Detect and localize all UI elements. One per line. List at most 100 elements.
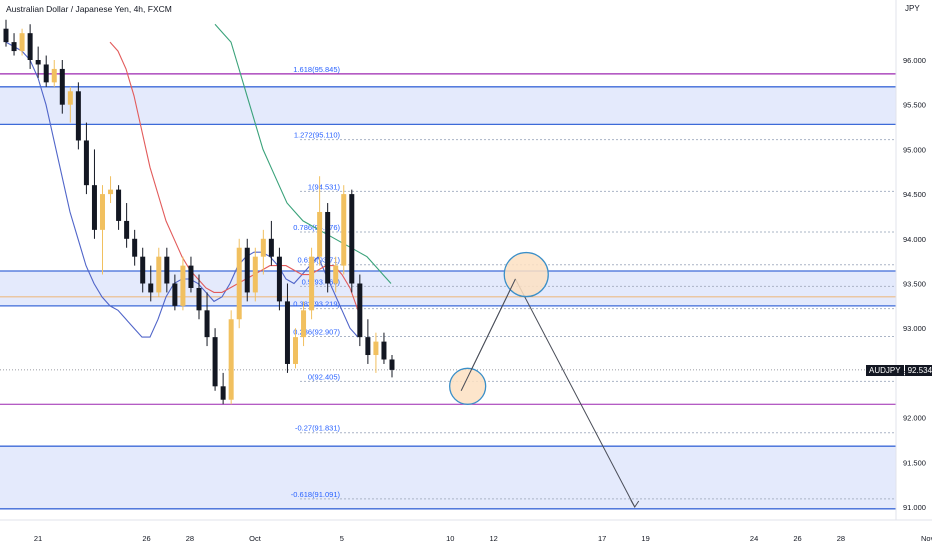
y-tick-1: 95.500 xyxy=(903,101,926,110)
candle-0 xyxy=(3,19,9,47)
candle-42 xyxy=(341,185,347,275)
candle-body xyxy=(11,42,17,52)
candle-body xyxy=(59,68,65,105)
x-tick-12: Nov xyxy=(921,534,932,543)
currency-label: JPY xyxy=(905,4,920,13)
candle-20 xyxy=(164,247,170,293)
target-circle-0 xyxy=(503,251,549,298)
candle-5 xyxy=(43,55,49,87)
candlesticks xyxy=(3,19,395,405)
candle-body xyxy=(140,256,146,284)
candle-body xyxy=(373,341,379,356)
ema-slow-line xyxy=(214,23,392,284)
x-tick-6: 12 xyxy=(490,534,498,543)
x-tick-7: 17 xyxy=(598,534,606,543)
candle-body xyxy=(389,359,395,370)
x-tick-8: 19 xyxy=(641,534,649,543)
candle-43 xyxy=(349,189,355,293)
candle-body xyxy=(83,140,89,186)
y-tick-5: 93.500 xyxy=(903,280,926,289)
candle-body xyxy=(212,337,218,387)
candle-15 xyxy=(124,203,130,248)
candle-body xyxy=(116,189,122,221)
fib-label-3: 0.786(94.076) xyxy=(293,223,340,232)
candle-22 xyxy=(180,256,186,311)
candle-17 xyxy=(140,247,146,293)
candle-body xyxy=(349,194,355,284)
fib-label-7: 0.236(92.907) xyxy=(293,328,340,337)
supply-demand-zones xyxy=(0,86,896,510)
candle-body xyxy=(172,283,178,306)
candle-6 xyxy=(51,60,57,87)
fib-label-0: 1.618(95.845) xyxy=(293,65,340,74)
fib-label-5: 0.5(93.468) xyxy=(302,277,341,286)
candle-18 xyxy=(148,265,154,302)
x-axis-ticks: 21 26 28 Oct 5 10 12 17 19 24 26 28 Nov xyxy=(34,534,932,543)
annotations xyxy=(449,251,640,508)
candle-body xyxy=(180,265,186,306)
candle-body xyxy=(357,283,363,338)
candle-34 xyxy=(276,247,282,311)
y-tick-4: 94.000 xyxy=(903,235,926,244)
candle-body xyxy=(196,287,202,311)
candle-32 xyxy=(260,229,266,275)
candle-48 xyxy=(389,355,395,378)
candle-body xyxy=(3,28,9,43)
candle-8 xyxy=(67,86,73,123)
candle-body xyxy=(220,386,226,400)
candle-25 xyxy=(204,292,210,347)
candle-body xyxy=(51,68,57,83)
candle-27 xyxy=(220,372,226,405)
candle-16 xyxy=(132,229,138,266)
candle-body xyxy=(325,211,331,284)
candle-body xyxy=(365,337,371,356)
candle-body xyxy=(148,283,154,293)
candle-39 xyxy=(317,176,323,266)
candle-2 xyxy=(19,28,25,56)
fibonacci-levels: 1.618(95.845) 1.272(95.110) 1(94.531) 0.786… xyxy=(0,65,896,500)
chart-title: Australian Dollar / Japanese Yen, 4h, FX… xyxy=(6,4,172,14)
candle-body xyxy=(293,337,298,364)
candle-7 xyxy=(59,60,65,114)
horizontal-levels xyxy=(0,296,896,405)
y-tick-10: 91.000 xyxy=(903,503,926,512)
candle-body xyxy=(19,33,25,52)
x-tick-3: Oct xyxy=(249,534,262,543)
y-tick-6: 93.000 xyxy=(903,324,926,333)
candle-body xyxy=(381,341,387,360)
candle-30 xyxy=(244,238,250,302)
candle-body xyxy=(43,64,49,83)
candle-body xyxy=(301,310,307,338)
candle-body xyxy=(91,185,97,230)
y-tick-2: 95.000 xyxy=(903,145,926,154)
fib-label-1: 1.272(95.110) xyxy=(294,131,341,140)
candle-body xyxy=(156,256,162,293)
candle-19 xyxy=(156,247,162,297)
zone-0 xyxy=(0,86,896,125)
candle-body xyxy=(341,194,347,266)
x-tick-10: 26 xyxy=(793,534,801,543)
candle-36 xyxy=(293,328,298,369)
candle-28 xyxy=(228,310,234,405)
candle-body xyxy=(164,256,170,284)
candle-14 xyxy=(116,185,122,230)
candle-body xyxy=(333,265,339,284)
price-tag-symbol: AUDJPY xyxy=(866,365,904,376)
candle-body xyxy=(260,238,266,257)
zone-2 xyxy=(0,446,896,509)
fib-label-9: -0.27(91.831) xyxy=(295,424,341,433)
candle-46 xyxy=(373,332,379,373)
zone-1 xyxy=(0,270,896,306)
candle-26 xyxy=(212,328,218,391)
x-tick-11: 28 xyxy=(837,534,845,543)
y-tick-9: 91.500 xyxy=(903,458,926,467)
candle-4 xyxy=(35,46,41,78)
fib-label-6: 0.382(93.219) xyxy=(293,300,340,309)
candle-body xyxy=(276,256,282,302)
candle-1 xyxy=(11,33,17,56)
candle-body xyxy=(268,238,274,257)
candle-body xyxy=(75,91,81,141)
price-tag-value: 92.534 xyxy=(904,365,932,376)
fib-label-10: -0.618(91.091) xyxy=(291,490,341,499)
